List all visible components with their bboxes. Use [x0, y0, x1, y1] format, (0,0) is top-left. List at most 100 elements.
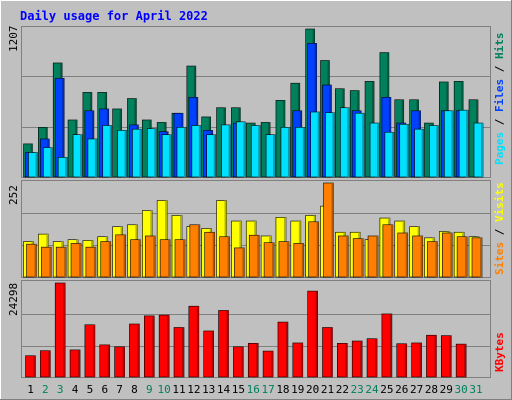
- bar-kbytes-day-16-shade: [256, 343, 259, 377]
- bar-kbytes-day-23-shade: [360, 341, 363, 377]
- x-tick-label-day-11: 11: [172, 383, 185, 396]
- bars-visits-panel: [23, 182, 483, 278]
- ymax-label-kbytes: 24298: [7, 283, 20, 316]
- x-tick-label-day-5: 5: [87, 383, 94, 396]
- bar-pages-day-7-shade: [124, 130, 127, 177]
- bar-sites-day-17-shade: [272, 242, 275, 277]
- bar-pages-day-23-shade: [362, 113, 365, 177]
- bar-pages-day-30-shade: [466, 110, 469, 177]
- bar-pages-day-4-shade: [80, 134, 83, 177]
- bar-pages-day-19-shade: [302, 127, 305, 177]
- x-tick-label-day-23: 23: [351, 383, 364, 396]
- legend-kbytes-panel: KBytes: [493, 332, 506, 372]
- bar-files-day-3-shade: [62, 78, 65, 177]
- bar-kbytes-day-15-shade: [241, 346, 244, 377]
- x-tick-label-day-18: 18: [276, 383, 289, 396]
- bar-pages-day-27-shade: [421, 129, 424, 177]
- x-tick-label-day-24: 24: [365, 383, 379, 396]
- x-axis-day-labels: 1 2 3 4 5 6 7 8 9 10 11 12 13 14 15 16 17 18 19 20 21 22 23 24 2…: [27, 383, 482, 396]
- bar-pages-day-8-shade: [139, 129, 142, 177]
- bar-kbytes-day-18-shade: [285, 322, 288, 377]
- bar-sites-day-27-shade: [420, 235, 423, 277]
- bar-sites-day-8-shade: [138, 239, 141, 277]
- x-tick-label-day-29: 29: [440, 383, 453, 396]
- legend-pages: Pages: [493, 132, 506, 165]
- bar-sites-day-11-shade: [183, 239, 185, 277]
- x-tick-label-day-8: 8: [131, 383, 138, 396]
- x-tick-label-day-9: 9: [146, 383, 153, 396]
- bars-hits-panel: [23, 28, 484, 178]
- x-tick-label-day-1: 1: [27, 383, 34, 396]
- bar-pages-day-11-shade: [184, 127, 186, 177]
- legend-files: Files: [493, 79, 506, 112]
- bar-kbytes-day-12-shade: [196, 306, 199, 377]
- legend-visits-text: Sites / Visits: [493, 182, 506, 275]
- bar-kbytes-day-10-shade: [167, 315, 170, 377]
- bar-kbytes-day-21-shade: [330, 327, 333, 377]
- bar-kbytes-day-20-shade: [315, 291, 318, 377]
- bar-kbytes-day-8-shade: [137, 323, 140, 377]
- x-tick-label-day-3: 3: [57, 383, 64, 396]
- bar-sites-day-21-shade: [331, 183, 334, 277]
- bar-sites-day-15-shade: [242, 247, 245, 277]
- panel-visits-frame: [21, 180, 491, 278]
- bar-sites-day-22-shade: [346, 235, 349, 277]
- bars-kbytes-panel: [25, 282, 467, 378]
- x-tick-label-day-17: 17: [261, 383, 274, 396]
- panel-kbytes-frame: [21, 280, 491, 378]
- bar-sites-day-18-shade: [286, 241, 289, 277]
- x-tick-label-day-13: 13: [202, 383, 215, 396]
- bar-sites-day-10-shade: [168, 239, 171, 277]
- bar-kbytes-day-3-shade: [63, 283, 66, 377]
- legend-kbytes-text: KBytes: [493, 332, 506, 372]
- bar-kbytes-day-14-shade: [226, 310, 229, 377]
- bar-pages-day-2-shade: [50, 147, 53, 177]
- bar-visits-day-10-shade: [165, 200, 168, 277]
- x-tick-label-day-26: 26: [395, 383, 408, 396]
- bar-kbytes-day-13-shade: [211, 330, 214, 377]
- bar-pages-day-14-shade: [228, 124, 231, 177]
- x-tick-label-day-21: 21: [321, 383, 334, 396]
- x-tick-label-day-27: 27: [410, 383, 423, 396]
- bar-sites-day-1-shade: [34, 244, 37, 277]
- x-tick-label-day-31: 31: [469, 383, 482, 396]
- bar-kbytes-day-28-shade: [434, 335, 437, 377]
- bar-kbytes-day-26-shade: [404, 343, 407, 377]
- bar-kbytes-day-27-shade: [419, 342, 422, 377]
- bar-sites-day-24-shade: [376, 235, 379, 277]
- bar-sites-day-6-shade: [108, 241, 111, 277]
- bar-kbytes-day-11-shade: [182, 327, 184, 377]
- bar-pages-day-3-shade: [65, 157, 68, 177]
- x-tick-label-day-22: 22: [336, 383, 349, 396]
- x-tick-label-day-4: 4: [72, 383, 79, 396]
- bar-kbytes-day-17-shade: [271, 351, 274, 377]
- bar-kbytes-day-5-shade: [92, 324, 95, 377]
- bar-pages-day-28-shade: [436, 125, 439, 177]
- x-tick-label-day-12: 12: [187, 383, 200, 396]
- legend-visits-panel: Sites / Visits: [493, 182, 506, 275]
- bar-sites-day-3-shade: [64, 247, 67, 277]
- bar-pages-day-26-shade: [406, 124, 409, 177]
- chart-title: Daily usage for April 2022: [20, 9, 208, 23]
- legend-kbytes: KBytes: [493, 332, 506, 372]
- legend-sep-3: /: [493, 222, 506, 242]
- bar-pages-day-22-shade: [347, 107, 350, 177]
- legend-visits: Visits: [493, 182, 506, 222]
- bar-pages-day-24-shade: [377, 123, 380, 177]
- bar-sites-day-28-shade: [435, 241, 438, 277]
- bar-pages-day-21-shade: [332, 112, 335, 177]
- x-tick-label-day-2: 2: [42, 383, 49, 396]
- bar-pages-day-10-shade: [169, 134, 172, 177]
- bar-pages-day-18-shade: [287, 127, 290, 177]
- bar-sites-day-23-shade: [361, 238, 364, 277]
- bar-pages-day-25-shade: [391, 132, 394, 177]
- bar-kbytes-day-29-shade: [449, 335, 452, 377]
- bar-kbytes-day-22-shade: [345, 343, 348, 377]
- bar-sites-day-2-shade: [49, 247, 52, 277]
- bar-pages-day-16-shade: [258, 125, 261, 177]
- legend-hits-panel: Pages / Files / Hits: [493, 33, 506, 166]
- bar-pages-day-31-shade: [481, 123, 483, 177]
- bar-kbytes-day-2-shade: [48, 350, 51, 377]
- bar-kbytes-day-25-shade: [389, 313, 392, 377]
